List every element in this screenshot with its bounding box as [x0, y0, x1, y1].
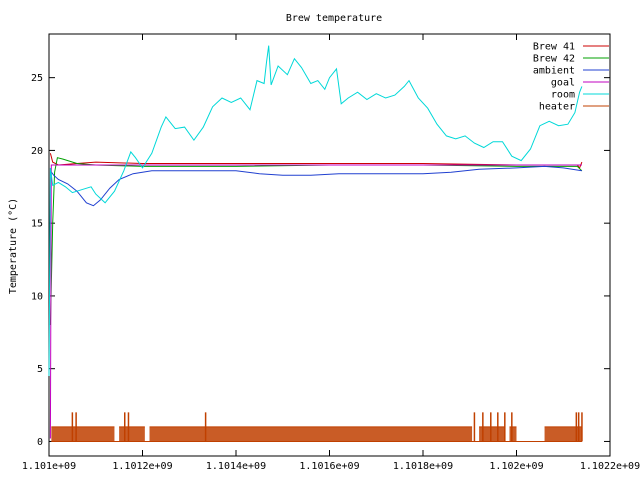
- legend-label: ambient: [533, 66, 575, 77]
- x-tick-label: 1.1012e+09: [112, 461, 172, 472]
- x-tick-label: 1.1016e+09: [299, 461, 359, 472]
- x-axis-ticks: 1.101e+09 1.1012e+09 1.1014e+09 1.1016e+09 1…: [22, 34, 640, 472]
- y-tick-label: 5: [37, 364, 43, 375]
- legend-label: Brew 42: [533, 54, 575, 65]
- legend-label: room: [551, 90, 575, 101]
- y-tick-label: 25: [31, 73, 43, 84]
- x-tick-label: 1.1018e+09: [393, 461, 453, 472]
- series-line-heater: [51, 412, 583, 442]
- series-line-goal: [49, 164, 582, 439]
- x-tick-label: 1.102e+09: [489, 461, 543, 472]
- y-tick-label: 15: [31, 219, 43, 230]
- y-axis-label: Temperature (°C): [8, 198, 19, 294]
- heater-active-band: [544, 426, 582, 442]
- x-tick-label: 1.1014e+09: [206, 461, 266, 472]
- heater-active-band: [509, 426, 517, 442]
- y-tick-label: 0: [37, 437, 43, 448]
- series-line-brew-42: [49, 157, 583, 326]
- heater-active-band: [149, 426, 473, 442]
- plot-frame: [48, 33, 611, 457]
- legend-label: Brew 41: [533, 42, 575, 53]
- y-tick-label: 20: [31, 146, 43, 157]
- y-tick-label: 10: [31, 291, 43, 302]
- series-lines: [48, 45, 583, 442]
- heater-active-band: [51, 426, 115, 442]
- y-axis-ticks: 0 5 10 15 20 25: [31, 73, 610, 448]
- plot-border: [48, 33, 611, 457]
- heater-active-band: [119, 426, 145, 442]
- legend-label: goal: [551, 78, 575, 89]
- chart-title: Brew temperature: [286, 13, 382, 24]
- series-line-room: [48, 45, 583, 377]
- legend-label: heater: [539, 102, 575, 113]
- series-line-ambient: [50, 165, 582, 207]
- x-tick-label: 1.1022e+09: [580, 461, 640, 472]
- x-tick-label: 1.101e+09: [22, 461, 76, 472]
